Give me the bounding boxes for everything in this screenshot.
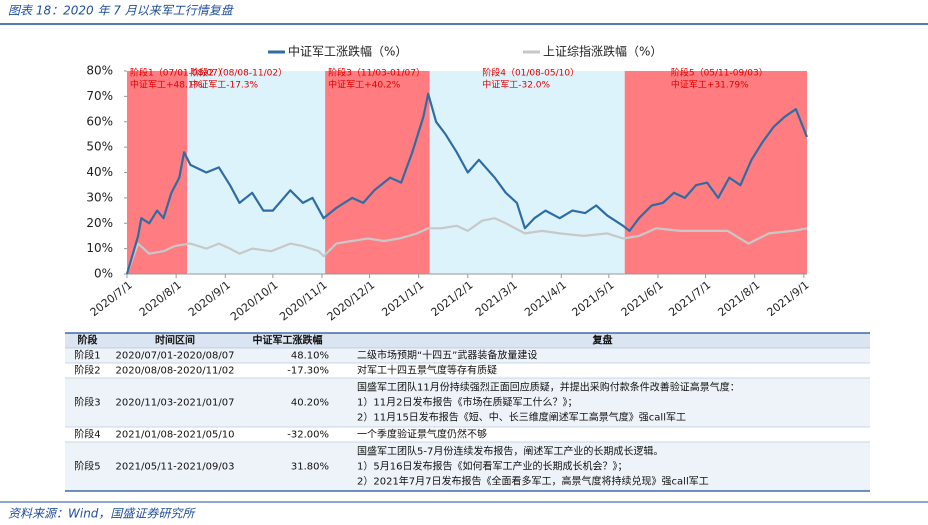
table-cell: -17.30%	[287, 366, 329, 377]
table-header-cell: 复盘	[592, 334, 613, 347]
phase-band	[429, 71, 625, 274]
x-tick-label: 2020/10/1	[228, 278, 280, 323]
table-cell: 40.20%	[291, 398, 329, 409]
phase-change: 中证军工+31.79%	[671, 79, 749, 91]
table-cell: 阶段3	[74, 396, 100, 409]
table-cell: 国盛军工团队11月份持续强烈正面回应质疑，并提出采购付款条件改善验证高景气度：	[357, 381, 740, 394]
phase-change: 中证军工+40.2%	[328, 79, 401, 91]
table-cell: 2020/07/01-2020/08/07	[116, 351, 235, 362]
table-row-bg	[65, 442, 870, 491]
phase-change: 中证军工-17.3%	[190, 79, 258, 91]
y-tick-label: 20%	[86, 216, 113, 230]
table-cell: 国盛军工团队5-7月份连续发布报告，阐述军工产业的长期成长逻辑。	[357, 445, 663, 458]
x-tick-label: 2020/12/1	[325, 278, 377, 323]
y-tick-label: 60%	[86, 114, 113, 128]
table-row-bg	[65, 378, 870, 427]
table-header-cell: 中证军工涨跌幅	[253, 334, 323, 347]
table-cell: 阶段2	[74, 364, 100, 377]
legend-label: 中证军工涨跌幅（%）	[288, 44, 407, 59]
table-cell: 1）11月2日发布报告《市场在质疑军工什么？》；	[357, 396, 577, 409]
x-tick-label: 2021/8/1	[715, 278, 762, 319]
x-tick-label: 2020/9/1	[186, 278, 233, 319]
table-cell: 2）11月15日发布报告《短、中、长三维度阐述军工高景气度》强call军工	[357, 411, 686, 424]
phase-label: 阶段4（01/08-05/10）	[482, 67, 579, 79]
phase-change: 中证军工-32.0%	[482, 79, 550, 91]
y-tick-label: 40%	[86, 165, 113, 179]
table-header-bg	[65, 333, 870, 348]
y-tick-label: 80%	[86, 64, 113, 78]
series-line	[125, 217, 808, 275]
x-tick-label: 2021/7/1	[666, 278, 713, 319]
table-cell: 阶段5	[74, 460, 100, 473]
source: 资料来源：Wind，国盛证券研究所	[8, 507, 196, 521]
table-cell: 1）5月16日发布报告《如何看军工产业的长期成长机会？》；	[357, 460, 627, 473]
y-tick-label: 50%	[86, 140, 113, 154]
phase-label: 阶段1（07/01-08/07）	[130, 67, 227, 79]
x-tick-label: 2021/1/1	[379, 278, 426, 319]
y-tick-label: 0%	[94, 267, 113, 281]
phase-label: 阶段3（11/03-01/07）	[328, 67, 425, 79]
table-header-cell: 阶段	[78, 334, 98, 347]
x-tick-label: 2021/3/1	[473, 278, 520, 319]
x-tick-label: 2020/7/1	[88, 278, 135, 319]
table-cell: 2）2021年7月7日发布报告《全面看多军工，高景气度将持续兑现》强call军工	[357, 475, 709, 488]
table-cell: 一个季度验证景气度仍然不够	[357, 428, 487, 441]
table-cell: 二级市场预期“十四五”武器装备放量建设	[357, 349, 537, 362]
phase-label: 阶段5（05/11-09/03）	[671, 67, 768, 79]
phase-band	[187, 71, 326, 274]
table-cell: 阶段1	[74, 349, 100, 362]
table-cell: 48.10%	[291, 351, 329, 362]
phase-label: 阶段2（08/08-11/02）	[190, 67, 287, 79]
x-tick-label: 2020/11/1	[277, 278, 329, 323]
y-tick-label: 70%	[86, 89, 113, 103]
x-tick-label: 2021/9/1	[765, 278, 812, 319]
x-tick-label: 2021/4/1	[522, 278, 569, 319]
table-header-cell: 时间区间	[155, 334, 195, 347]
table-row-bg	[65, 348, 870, 363]
table-cell: 2020/11/03-2021/01/07	[116, 398, 235, 409]
y-tick-label: 30%	[86, 190, 113, 204]
table-cell: -32.00%	[287, 430, 329, 441]
page-title: 图表 18：2020 年 7 月以来军工行情复盘	[8, 4, 235, 18]
table-cell: 阶段4	[74, 428, 100, 441]
phase-change: 中证军工+48.1%	[130, 79, 203, 91]
x-tick-label: 2021/5/1	[570, 278, 617, 319]
x-tick-label: 2021/2/1	[429, 278, 476, 319]
x-tick-label: 2020/8/1	[137, 278, 184, 319]
table-cell: 2021/01/08-2021/05/10	[116, 430, 235, 441]
phase-band	[624, 71, 807, 274]
legend-label: 上证综指涨跌幅（%）	[543, 44, 662, 59]
series-line	[125, 92, 809, 275]
y-tick-label: 10%	[86, 241, 113, 255]
table-cell: 2021/05/11-2021/09/03	[116, 462, 235, 473]
table-cell: 31.80%	[291, 462, 329, 473]
table-cell: 对军工十四五景气度等存有质疑	[357, 364, 497, 377]
table-cell: 2020/08/08-2020/11/02	[116, 366, 235, 377]
x-tick-label: 2021/6/1	[619, 278, 666, 319]
